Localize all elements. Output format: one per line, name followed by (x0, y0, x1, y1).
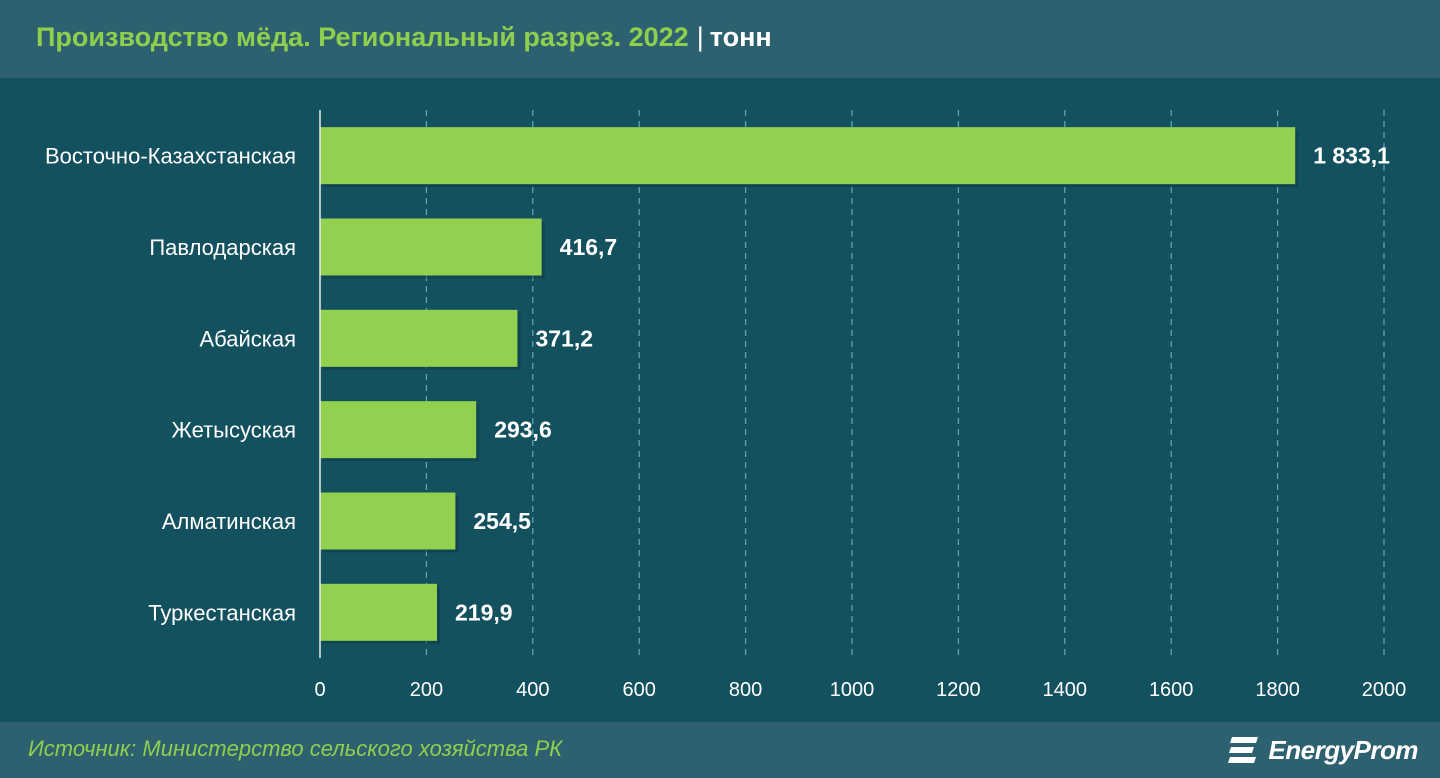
energyprom-logo-icon (1228, 737, 1259, 763)
source-note: Источник: Министерство сельского хозяйст… (28, 736, 563, 761)
x-tick-label: 1000 (830, 679, 875, 701)
category-label: Абайская (199, 326, 296, 351)
x-tick-label: 2000 (1362, 679, 1407, 701)
data-label: 1 833,1 (1313, 143, 1390, 169)
x-tick-label: 600 (623, 679, 656, 701)
data-label: 416,7 (560, 234, 618, 260)
category-label: Павлодарская (149, 235, 296, 260)
plot-area: 0 200 400 600 800 1000 1200 1400 1600 1800 2000 Вос… (0, 78, 1440, 722)
bar-chart: 0 200 400 600 800 1000 1200 1400 1600 1800 2000 Вос… (45, 110, 1407, 701)
bar (320, 583, 437, 641)
bar (320, 309, 518, 367)
x-tick-label: 1600 (1149, 679, 1194, 701)
x-tick-label: 400 (516, 679, 549, 701)
chart-header: Производство мёда. Региональный разрез. … (0, 0, 1440, 78)
bar (320, 127, 1296, 185)
category-label: Алматинская (162, 509, 296, 534)
data-label: 371,2 (535, 325, 593, 351)
chart-footer: Источник: Министерство сельского хозяйст… (0, 722, 1440, 778)
data-label: 293,6 (494, 417, 552, 443)
x-tick-label: 1400 (1043, 679, 1088, 701)
chart-title-text: Производство мёда. Региональный разрез. … (36, 22, 689, 52)
category-label: Туркестанская (148, 600, 296, 625)
x-tick-label: 200 (410, 679, 443, 701)
x-tick-label: 1800 (1255, 679, 1300, 701)
data-label: 219,9 (455, 599, 513, 625)
category-label: Жетысуская (172, 418, 296, 443)
x-tick-label: 1200 (936, 679, 981, 701)
bar (320, 492, 456, 550)
category-label: Восточно-Казахстанская (45, 144, 296, 169)
x-tick-label: 0 (314, 679, 325, 701)
logo-text: EnergyProm (1268, 734, 1418, 765)
bar (320, 218, 542, 276)
chart-title: Производство мёда. Региональный разрез. … (36, 22, 772, 53)
title-separator: | (696, 22, 704, 52)
energyprom-logo: EnergyProm (1226, 730, 1418, 770)
unit-label: тонн (709, 22, 772, 52)
bar (320, 401, 477, 459)
x-tick-label: 800 (729, 679, 762, 701)
data-label: 254,5 (473, 508, 531, 534)
